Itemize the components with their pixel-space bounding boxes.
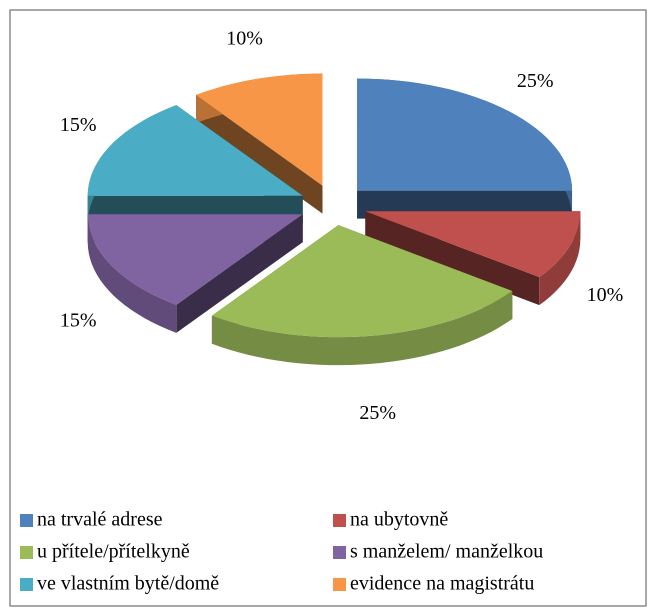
data-label: 10% (226, 27, 263, 49)
slice (365, 211, 581, 306)
legend-swatch (333, 578, 346, 591)
slice-side (365, 211, 540, 306)
slice-wall (211, 291, 513, 366)
slice-top (87, 105, 303, 196)
slice-top (365, 211, 581, 278)
legend: na trvalé adrese na ubytovně u přítele/pří… (20, 509, 543, 595)
slice-top (87, 214, 303, 305)
slice-top (211, 225, 513, 338)
legend-label: na trvalé adrese (37, 509, 163, 531)
data-label: 10% (587, 284, 624, 306)
legend-label: ve vlastním bytě/domě (37, 573, 219, 595)
legend-swatch (20, 546, 33, 559)
slice (196, 73, 323, 214)
data-label: 25% (359, 402, 396, 424)
slice (357, 78, 573, 219)
slice-side (176, 214, 303, 333)
legend-swatch (20, 514, 33, 527)
legend-label: evidence na magistrátu (350, 573, 534, 595)
slice (87, 214, 303, 333)
data-label: 25% (517, 70, 554, 92)
legend-label: u přítele/přítelkyně (37, 541, 190, 563)
legend-label: s manželem/ manželkou (350, 541, 543, 563)
slice (211, 225, 513, 366)
legend-swatch (20, 578, 33, 591)
pie: 25% 10% 25% 15% 15% 10% (60, 27, 623, 424)
legend-swatch (333, 546, 346, 559)
legend-swatch (333, 514, 346, 527)
slice-wall (87, 214, 177, 333)
slice-top (357, 78, 572, 191)
legend-label: na ubytovně (350, 509, 448, 531)
data-label: 15% (60, 309, 97, 331)
data-label: 15% (60, 114, 97, 136)
slice-wall (539, 211, 581, 306)
slice-top (196, 73, 323, 186)
slice-side (196, 94, 323, 214)
